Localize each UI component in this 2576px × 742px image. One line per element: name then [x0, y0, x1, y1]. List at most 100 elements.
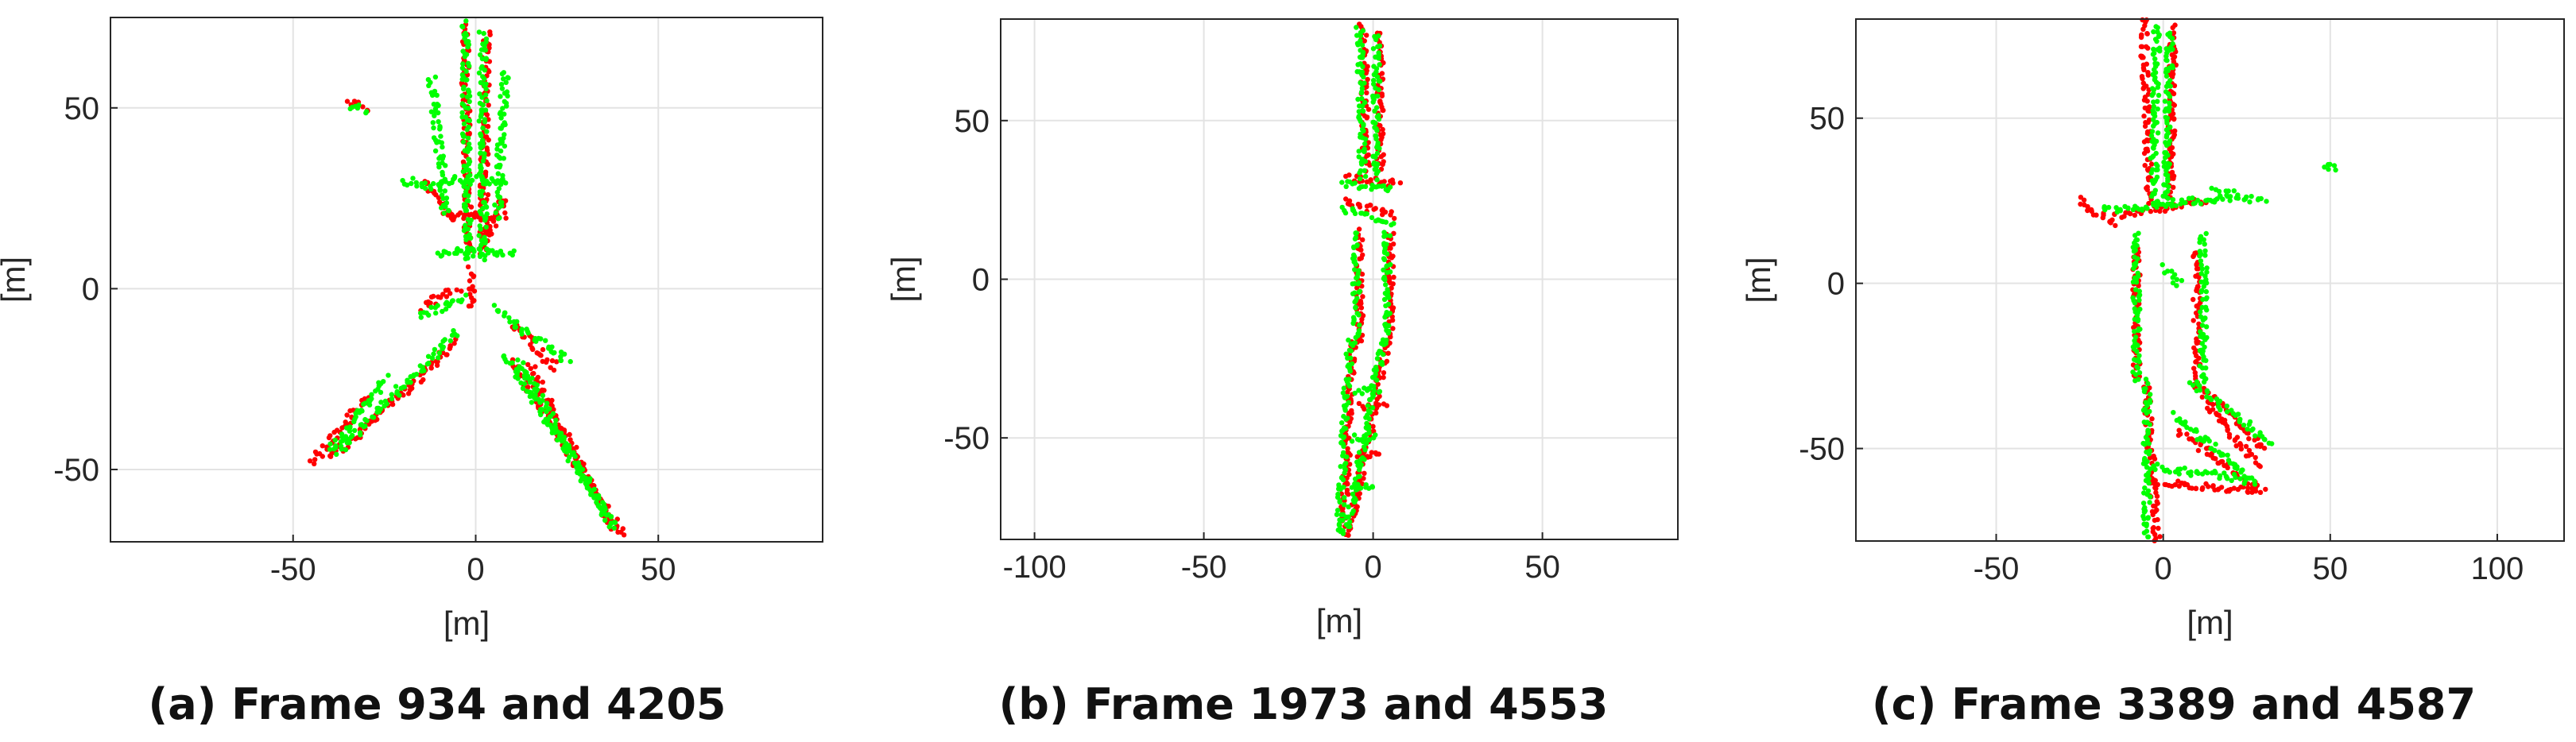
point: [2145, 45, 2151, 51]
point: [2202, 242, 2207, 247]
point: [1387, 184, 1393, 190]
point: [1373, 37, 1379, 43]
point: [1359, 391, 1365, 396]
point: [1338, 475, 1345, 481]
point: [2145, 119, 2151, 126]
point: [465, 185, 471, 191]
point: [1373, 133, 1378, 139]
point: [2167, 124, 2173, 129]
point: [1374, 377, 1380, 383]
point: [1361, 476, 1366, 481]
point: [2137, 327, 2143, 332]
point: [505, 93, 510, 99]
point: [1362, 173, 1369, 180]
point: [463, 18, 469, 24]
point: [496, 195, 502, 200]
point: [483, 224, 489, 230]
point: [1361, 128, 1366, 133]
point: [1388, 261, 1393, 268]
point: [2158, 202, 2163, 207]
point: [1380, 107, 1385, 113]
point: [435, 303, 440, 308]
point: [459, 297, 465, 303]
point: [1354, 25, 1359, 30]
point: [478, 145, 483, 150]
point: [2261, 436, 2267, 442]
point: [2165, 201, 2171, 207]
point: [2141, 67, 2147, 73]
point: [431, 293, 436, 300]
point: [326, 435, 332, 441]
point: [2150, 512, 2156, 518]
point: [2136, 359, 2142, 365]
point: [465, 44, 471, 50]
point: [498, 82, 505, 87]
point: [2197, 388, 2203, 393]
point: [405, 380, 410, 385]
point: [2135, 318, 2140, 323]
point: [1346, 400, 1352, 405]
point: [1339, 420, 1345, 426]
point: [538, 353, 544, 358]
point: [534, 382, 540, 388]
point: [312, 457, 318, 462]
point: [332, 437, 338, 443]
point: [1357, 323, 1362, 328]
point: [2237, 417, 2242, 423]
point: [2145, 516, 2151, 521]
point: [2151, 46, 2156, 52]
point: [2136, 353, 2142, 358]
point: [1369, 214, 1375, 221]
point: [584, 482, 590, 488]
point: [482, 257, 487, 263]
point: [1362, 80, 1367, 86]
point-cloud: [1334, 21, 1404, 538]
point: [2133, 280, 2140, 285]
point: [2213, 441, 2218, 447]
point: [439, 253, 445, 258]
point: [506, 75, 511, 81]
point: [351, 419, 357, 425]
point: [451, 217, 456, 222]
point: [2177, 466, 2183, 472]
point: [2249, 194, 2254, 199]
point: [2131, 265, 2136, 272]
point: [389, 392, 394, 397]
point: [351, 427, 358, 434]
point: [1381, 257, 1388, 262]
point: [498, 148, 504, 154]
point: [436, 182, 441, 187]
point: [2235, 193, 2241, 199]
point: [1346, 528, 1352, 533]
point: [481, 154, 487, 160]
point: [1354, 492, 1360, 497]
point: [2182, 481, 2187, 486]
point: [486, 250, 491, 256]
point: [1382, 277, 1388, 283]
point: [1383, 219, 1389, 225]
point: [1365, 386, 1372, 392]
point: [482, 238, 488, 243]
point: [2245, 427, 2250, 432]
point: [2203, 230, 2209, 237]
point: [463, 52, 470, 57]
point: [1356, 450, 1362, 455]
x-axis-label: [m]: [1316, 602, 1362, 640]
point: [353, 436, 358, 442]
point: [2160, 193, 2166, 199]
point: [2163, 142, 2170, 149]
point: [1339, 517, 1346, 523]
point: [1346, 514, 1351, 520]
point: [498, 115, 504, 121]
point: [1374, 128, 1380, 133]
point: [432, 148, 439, 154]
point: [1359, 42, 1365, 48]
point: [2191, 382, 2196, 388]
point: [471, 214, 478, 220]
point: [440, 169, 445, 176]
point: [467, 118, 472, 123]
point: [2190, 195, 2195, 201]
point: [602, 511, 607, 516]
point: [2203, 481, 2209, 487]
point: [2148, 392, 2153, 397]
